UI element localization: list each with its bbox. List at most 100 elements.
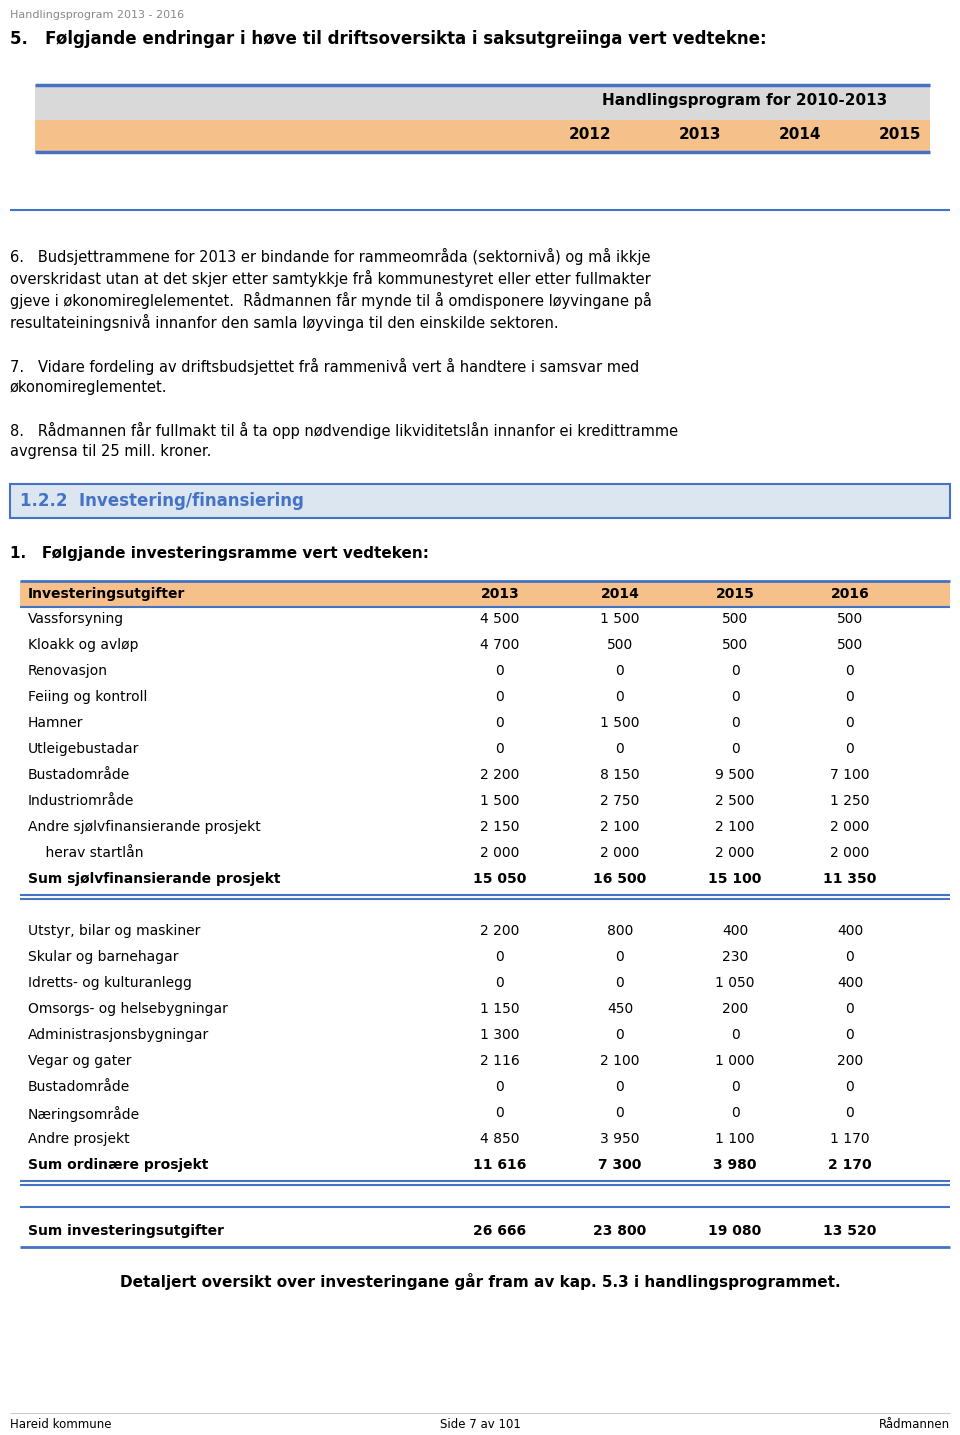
Text: 0: 0 — [731, 1027, 739, 1042]
Text: 0: 0 — [615, 1027, 624, 1042]
Text: 2 116: 2 116 — [480, 1053, 520, 1068]
Text: 500: 500 — [837, 639, 863, 651]
Text: 0: 0 — [731, 1106, 739, 1119]
Text: 1 050: 1 050 — [715, 976, 755, 990]
Text: 2015: 2015 — [715, 587, 755, 601]
Text: 500: 500 — [607, 639, 634, 651]
Text: 0: 0 — [495, 1106, 504, 1119]
Text: 5.   Følgjande endringar i høve til driftsoversikta i saksutgreiinga vert vedtek: 5. Følgjande endringar i høve til drifts… — [10, 30, 767, 47]
Text: 23 800: 23 800 — [593, 1224, 647, 1238]
Text: Bustadområde: Bustadområde — [28, 1081, 131, 1093]
Text: 2015: 2015 — [878, 128, 922, 142]
Text: 3 980: 3 980 — [713, 1158, 756, 1172]
Text: 19 080: 19 080 — [708, 1224, 761, 1238]
Text: 2 100: 2 100 — [600, 1053, 639, 1068]
Text: 0: 0 — [615, 690, 624, 705]
Text: 2 100: 2 100 — [715, 819, 755, 834]
Text: 4 700: 4 700 — [480, 639, 519, 651]
Text: 26 666: 26 666 — [473, 1224, 527, 1238]
Text: Hareid kommune: Hareid kommune — [10, 1418, 111, 1431]
Text: Utstyr, bilar og maskiner: Utstyr, bilar og maskiner — [28, 924, 201, 938]
Text: 2 150: 2 150 — [480, 819, 519, 834]
Text: 0: 0 — [495, 690, 504, 705]
Text: 0: 0 — [495, 742, 504, 756]
Text: resultateiningsnivå innanfor den samla løyvinga til den einskilde sektoren.: resultateiningsnivå innanfor den samla l… — [10, 314, 559, 331]
Text: Kloakk og avløp: Kloakk og avløp — [28, 639, 138, 651]
Text: 0: 0 — [495, 976, 504, 990]
Text: 450: 450 — [607, 1002, 634, 1016]
Text: 2 200: 2 200 — [480, 924, 519, 938]
Text: 0: 0 — [846, 1027, 854, 1042]
Text: 2 000: 2 000 — [830, 819, 870, 834]
Text: 2013: 2013 — [481, 587, 519, 601]
Text: 400: 400 — [722, 924, 748, 938]
Text: Omsorgs- og helsebygningar: Omsorgs- og helsebygningar — [28, 1002, 228, 1016]
Text: 2016: 2016 — [830, 587, 870, 601]
Text: 0: 0 — [846, 716, 854, 730]
Text: 16 500: 16 500 — [593, 872, 647, 885]
Text: 0: 0 — [615, 950, 624, 964]
Text: 0: 0 — [615, 664, 624, 677]
Text: 7 300: 7 300 — [598, 1158, 641, 1172]
Text: Næringsområde: Næringsområde — [28, 1106, 140, 1122]
Text: Handlingsprogram 2013 - 2016: Handlingsprogram 2013 - 2016 — [10, 10, 184, 20]
Text: 0: 0 — [731, 716, 739, 730]
Text: 0: 0 — [615, 742, 624, 756]
Text: Utleigebustadar: Utleigebustadar — [28, 742, 139, 756]
Text: Bustadområde: Bustadområde — [28, 768, 131, 782]
Bar — [20, 581, 950, 607]
Text: 230: 230 — [722, 950, 748, 964]
Text: 4 500: 4 500 — [480, 611, 519, 626]
Text: Sum sjølvfinansierande prosjekt: Sum sjølvfinansierande prosjekt — [28, 872, 280, 885]
Text: 1 300: 1 300 — [480, 1027, 519, 1042]
Text: avgrensa til 25 mill. kroner.: avgrensa til 25 mill. kroner. — [10, 443, 211, 459]
Text: Investeringsutgifter: Investeringsutgifter — [28, 587, 185, 601]
Text: 0: 0 — [846, 690, 854, 705]
Text: 0: 0 — [846, 1081, 854, 1093]
Text: 0: 0 — [731, 664, 739, 677]
Text: 1 000: 1 000 — [715, 1053, 755, 1068]
Text: Industriområde: Industriområde — [28, 794, 134, 808]
Text: 11 616: 11 616 — [473, 1158, 527, 1172]
Text: 2014: 2014 — [779, 128, 821, 142]
Text: Handlingsprogram for 2010-2013: Handlingsprogram for 2010-2013 — [602, 93, 888, 108]
Text: 2 170: 2 170 — [828, 1158, 872, 1172]
Text: 0: 0 — [731, 1081, 739, 1093]
Text: 0: 0 — [495, 664, 504, 677]
Text: 1 170: 1 170 — [830, 1132, 870, 1147]
Text: 11 350: 11 350 — [824, 872, 876, 885]
Bar — [35, 85, 930, 121]
Text: Rådmannen: Rådmannen — [878, 1418, 950, 1431]
Text: 200: 200 — [837, 1053, 863, 1068]
Text: 2 000: 2 000 — [715, 847, 755, 860]
Text: Andre prosjekt: Andre prosjekt — [28, 1132, 130, 1147]
Text: Hamner: Hamner — [28, 716, 84, 730]
Text: 8 150: 8 150 — [600, 768, 639, 782]
Text: 6.   Budsjettrammene for 2013 er bindande for rammeområda (sektornivå) og må ikk: 6. Budsjettrammene for 2013 er bindande … — [10, 248, 651, 265]
Text: 7.   Vidare fordeling av driftsbudsjettet frå rammenivå vert å handtere i samsva: 7. Vidare fordeling av driftsbudsjettet … — [10, 357, 639, 375]
Text: økonomireglementet.: økonomireglementet. — [10, 380, 167, 395]
Text: Idretts- og kulturanlegg: Idretts- og kulturanlegg — [28, 976, 192, 990]
Text: 3 950: 3 950 — [600, 1132, 639, 1147]
Text: 1 150: 1 150 — [480, 1002, 519, 1016]
Text: 500: 500 — [837, 611, 863, 626]
Text: 1 500: 1 500 — [600, 716, 639, 730]
Text: herav startlån: herav startlån — [28, 847, 143, 860]
Text: Vegar og gater: Vegar og gater — [28, 1053, 132, 1068]
Text: 2012: 2012 — [568, 128, 612, 142]
Text: 2013: 2013 — [679, 128, 721, 142]
Text: 800: 800 — [607, 924, 634, 938]
Text: Sum investeringsutgifter: Sum investeringsutgifter — [28, 1224, 224, 1238]
Text: 2 750: 2 750 — [600, 794, 639, 808]
Text: 2 000: 2 000 — [600, 847, 639, 860]
Text: overskridast utan at det skjer etter samtykkje frå kommunestyret eller etter ful: overskridast utan at det skjer etter sam… — [10, 270, 651, 287]
Text: 0: 0 — [495, 716, 504, 730]
Text: 0: 0 — [846, 664, 854, 677]
Text: Skular og barnehagar: Skular og barnehagar — [28, 950, 179, 964]
Text: 9 500: 9 500 — [715, 768, 755, 782]
Text: Sum ordinære prosjekt: Sum ordinære prosjekt — [28, 1158, 208, 1172]
Text: 0: 0 — [846, 742, 854, 756]
Text: 4 850: 4 850 — [480, 1132, 519, 1147]
Text: 2 000: 2 000 — [830, 847, 870, 860]
Text: 400: 400 — [837, 976, 863, 990]
